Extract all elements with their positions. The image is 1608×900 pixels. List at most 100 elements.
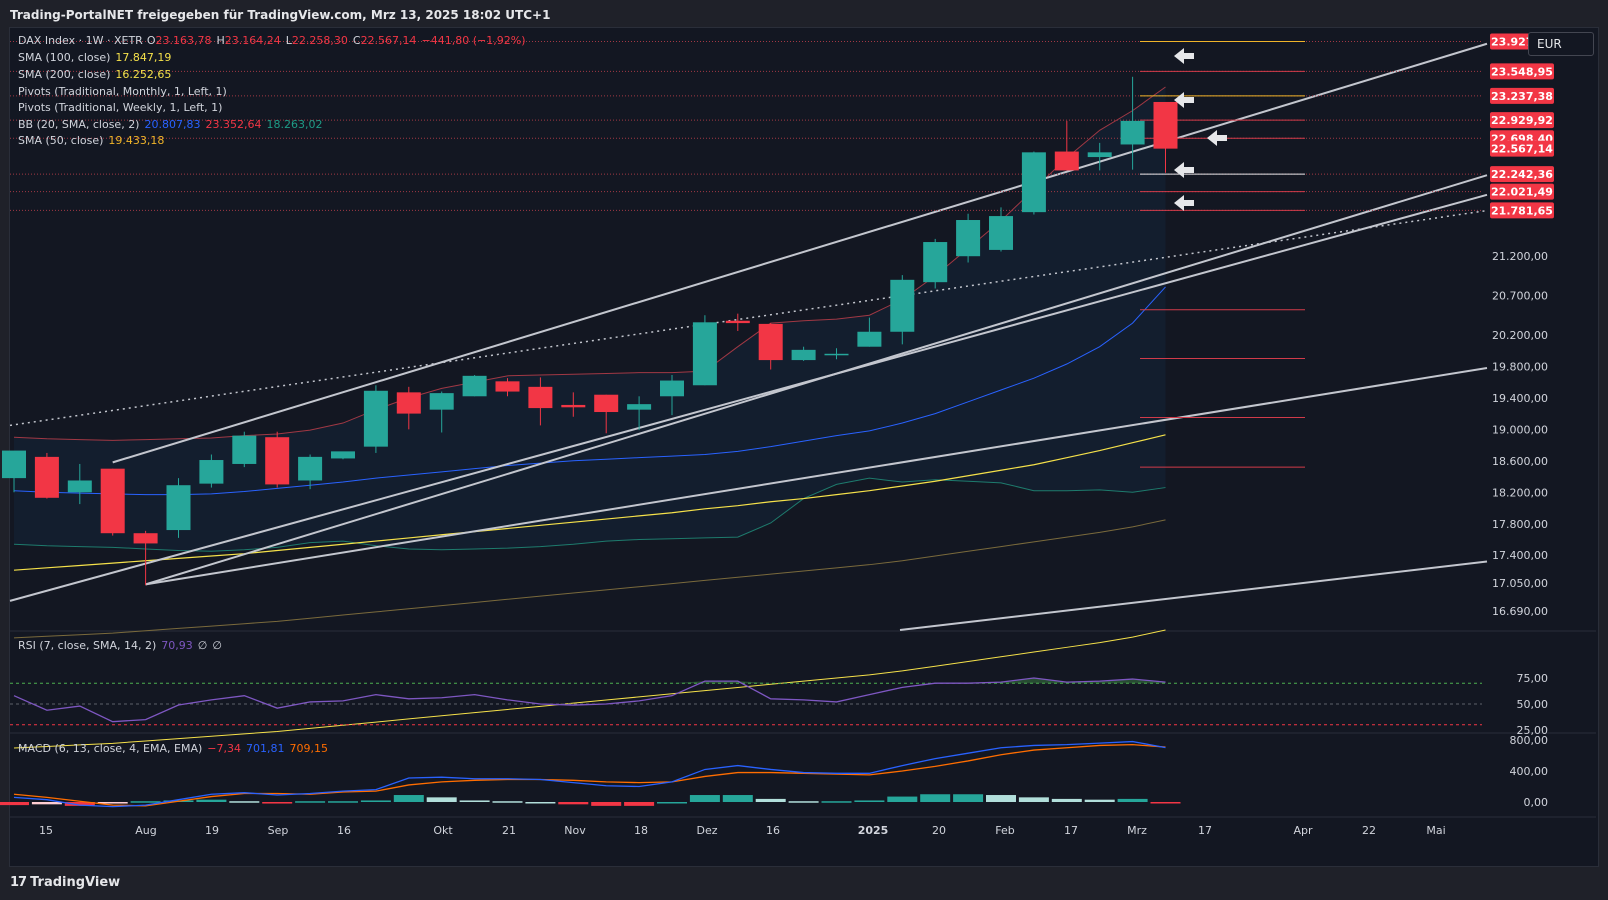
tradingview-brand[interactable]: 17 TradingView: [10, 875, 120, 890]
macd-histogram-bar: [1018, 797, 1049, 802]
candle-body: [495, 381, 520, 392]
legend-pivots-monthly[interactable]: Pivots (Traditional, Monthly, 1, Left, 1…: [18, 84, 232, 100]
candle-body: [989, 216, 1013, 250]
macd-histogram-bar: [887, 796, 918, 802]
macd-histogram-bar: [558, 802, 589, 805]
candle-body: [34, 456, 59, 498]
price-label-badge: [1490, 140, 1554, 157]
time-tick-label: Aug: [135, 824, 156, 837]
time-tick-label: 18: [634, 824, 648, 837]
sma200-label: SMA (200, close): [18, 68, 111, 81]
time-tick-label: 17: [1064, 824, 1078, 837]
pivots-weekly-label: Pivots (Traditional, Weekly, 1, Left, 1): [18, 101, 223, 114]
rsi-value: 70,93: [161, 639, 193, 652]
rsi-overbought-fill: [14, 678, 1166, 684]
time-tick-label: 15: [39, 824, 53, 837]
sma50-line: [13, 434, 1166, 571]
legend-close: 22.567,14: [360, 34, 417, 47]
price-tick-label: 18.200,00: [1492, 486, 1548, 499]
price-tick-label: 19.400,00: [1492, 392, 1548, 405]
macd-histogram-bar: [1051, 798, 1082, 802]
time-tick-label: Mai: [1426, 824, 1445, 837]
legend-open: 23.163,78: [155, 34, 212, 47]
trend-bottom-line: [899, 560, 1488, 631]
sma-long-line: [13, 629, 1166, 749]
price-tick-label: 19.000,00: [1492, 423, 1548, 436]
macd-histogram-bar: [328, 801, 358, 803]
price-label-text: 22.021,49: [1491, 186, 1553, 199]
macd-histogram-bar: [624, 802, 655, 806]
macd-histogram-bar: [492, 801, 523, 803]
legend-symbol: DAX Index · 1W · XETR O23.163,78 H23.164,2…: [18, 33, 531, 49]
trend-channel-upper: [112, 42, 1488, 464]
legend-sma200[interactable]: SMA (200, close) 16.252,65: [18, 67, 176, 83]
macd-histogram-bar: [130, 801, 161, 803]
time-tick-label: 16: [337, 824, 351, 837]
legend-pivots-weekly[interactable]: Pivots (Traditional, Weekly, 1, Left, 1): [18, 100, 227, 116]
candle-body: [265, 437, 290, 485]
candle-body: [758, 323, 783, 361]
price-label-badge: [1490, 202, 1554, 219]
bollinger-band-fill: [14, 87, 1166, 552]
sma100-value: 17.847,19: [115, 51, 172, 64]
legend-sma50[interactable]: SMA (50, close) 19.433,18: [18, 133, 169, 149]
candle-body: [429, 393, 454, 410]
candle-body: [100, 468, 125, 534]
legend-open-label: O: [146, 34, 156, 47]
macd-histogram-bar: [722, 795, 753, 802]
legend-rsi[interactable]: RSI (7, close, SMA, 14, 2) 70,93 ∅ ∅: [18, 638, 227, 654]
legend-close-label: C: [352, 34, 361, 47]
candle-body: [298, 456, 323, 481]
rsi-label: RSI (7, close, SMA, 14, 2): [18, 639, 157, 652]
currency-selector[interactable]: EUR: [1528, 32, 1594, 56]
macd-histogram-bar: [64, 802, 95, 806]
candle-body: [462, 375, 487, 397]
candle-body: [133, 533, 158, 544]
time-tick-label: Sep: [268, 824, 289, 837]
price-label-badge: [1490, 112, 1554, 129]
time-tick-label: 22: [1362, 824, 1376, 837]
macd-histogram-bar: [1084, 799, 1115, 802]
candle-body: [396, 392, 421, 414]
candle-body: [1021, 152, 1046, 213]
price-tick-label: 20.700,00: [1492, 290, 1548, 303]
time-tick-label: Apr: [1293, 824, 1313, 837]
candle-body: [1054, 151, 1079, 171]
legend-low-label: L: [285, 34, 292, 47]
price-label-text: 23.548,95: [1491, 65, 1553, 78]
bb-lower-value: 18.263,02: [266, 118, 323, 131]
trend-support-line: [9, 193, 1488, 602]
price-label-badge: [1490, 63, 1554, 80]
pivots-monthly-label: Pivots (Traditional, Monthly, 1, Left, 1…: [18, 85, 227, 98]
time-tick-label: Feb: [995, 824, 1014, 837]
price-label-text: 21.781,65: [1491, 204, 1553, 217]
candle-body: [1153, 101, 1178, 149]
price-tick-label: 18.600,00: [1492, 455, 1548, 468]
candle-body: [594, 394, 619, 413]
price-label-text: 23.237,38: [1491, 90, 1553, 103]
time-tick-label: 20: [932, 824, 946, 837]
time-tick-label: Okt: [433, 824, 453, 837]
candle-body: [166, 485, 191, 531]
share-header: Trading-PortalNET freigegeben für Tradin…: [10, 8, 551, 22]
macd-histogram-bar: [31, 802, 62, 805]
legend-bb[interactable]: BB (20, SMA, close, 2) 20.807,83 23.352,64…: [18, 117, 327, 133]
macd-value: 701,81: [246, 742, 285, 755]
legend-change: −441,80 (−1,92%): [421, 34, 526, 47]
bb-upper-value: 23.352,64: [205, 118, 262, 131]
macd-tick-label: 0,00: [1524, 796, 1549, 809]
sma200-value: 16.252,65: [115, 68, 172, 81]
time-tick-label: Nov: [564, 824, 586, 837]
macd-signal-value: 709,15: [289, 742, 329, 755]
legend-macd[interactable]: MACD (6, 13, close, 4, EMA, EMA) −7,34 701…: [18, 741, 333, 757]
pivot-arrow-icon: [1174, 162, 1194, 178]
macd-histogram-bar: [986, 795, 1016, 802]
macd-tick-label: 400,00: [1510, 765, 1549, 778]
candle-body: [67, 480, 92, 493]
time-tick-label: 21: [502, 824, 516, 837]
legend-sma100[interactable]: SMA (100, close) 17.847,19: [18, 50, 176, 66]
tradingview-logo-icon: 17: [10, 875, 27, 890]
macd-histogram-bar: [657, 802, 687, 804]
price-label-text: 22.242,36: [1491, 168, 1553, 181]
